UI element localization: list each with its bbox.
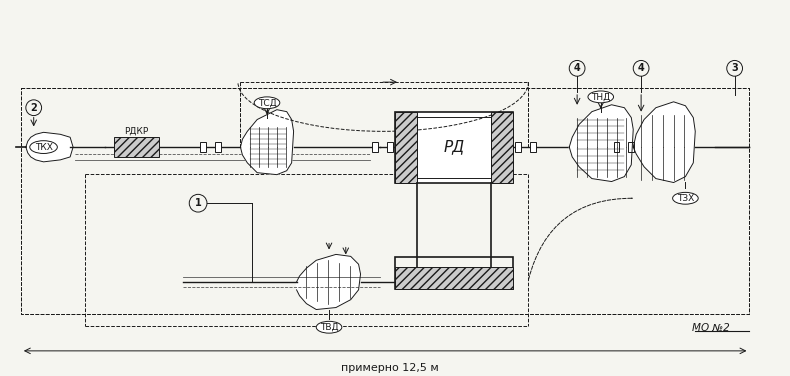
Text: 4: 4 xyxy=(574,63,581,73)
Text: ТВД: ТВД xyxy=(320,323,338,332)
Bar xyxy=(21,88,750,314)
Bar xyxy=(515,142,521,152)
Text: ТСД: ТСД xyxy=(258,98,276,107)
Polygon shape xyxy=(26,132,73,162)
Polygon shape xyxy=(570,105,634,182)
Bar xyxy=(491,112,514,182)
Text: ТНД: ТНД xyxy=(591,92,611,102)
Bar xyxy=(387,142,393,152)
Text: ТКХ: ТКХ xyxy=(35,143,52,152)
Text: РД: РД xyxy=(443,139,465,155)
Text: 4: 4 xyxy=(638,63,645,73)
Bar xyxy=(200,142,206,152)
Bar xyxy=(416,117,491,177)
Bar xyxy=(115,137,159,157)
Ellipse shape xyxy=(672,193,698,204)
Text: 3: 3 xyxy=(732,63,738,73)
Bar xyxy=(395,112,416,182)
Text: РДКР: РДКР xyxy=(124,127,149,136)
Bar xyxy=(530,142,536,152)
Text: ТЗХ: ТЗХ xyxy=(677,194,694,203)
Bar xyxy=(395,267,514,289)
Bar xyxy=(215,142,220,152)
Bar xyxy=(628,142,634,152)
Text: примерно 12,5 м: примерно 12,5 м xyxy=(341,363,439,373)
Bar xyxy=(395,112,514,182)
Text: 2: 2 xyxy=(30,103,37,113)
FancyArrowPatch shape xyxy=(529,198,632,279)
Bar xyxy=(614,142,619,152)
Ellipse shape xyxy=(254,97,280,109)
Ellipse shape xyxy=(316,321,342,333)
Ellipse shape xyxy=(588,91,614,103)
Text: МО №2: МО №2 xyxy=(692,323,730,333)
Ellipse shape xyxy=(30,141,58,153)
Bar xyxy=(395,257,514,289)
Text: 1: 1 xyxy=(195,198,201,208)
Polygon shape xyxy=(240,110,294,174)
Bar xyxy=(372,142,378,152)
Polygon shape xyxy=(296,255,360,309)
Polygon shape xyxy=(634,102,695,182)
